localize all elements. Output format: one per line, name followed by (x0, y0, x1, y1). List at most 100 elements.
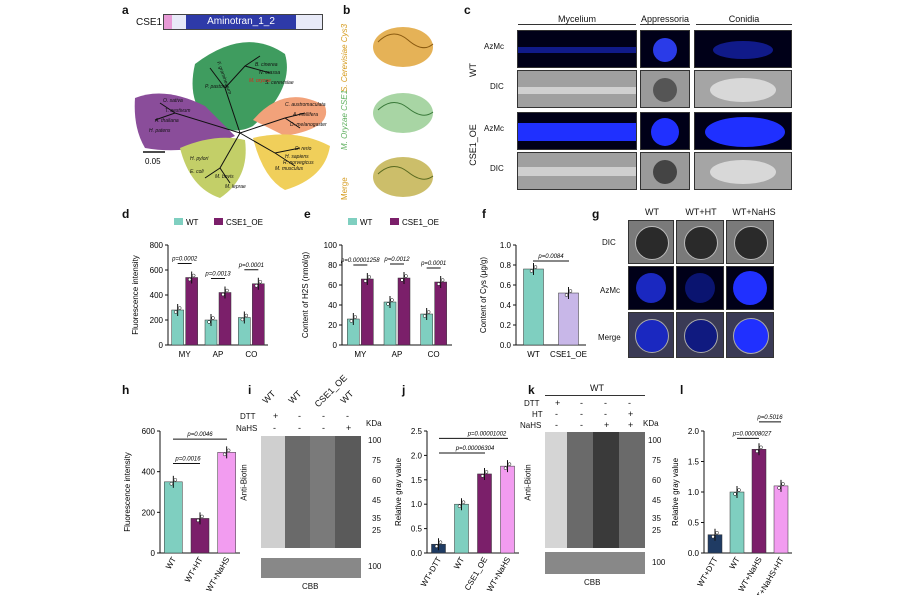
data-point (177, 306, 182, 310)
i-nahs-2: - (298, 423, 301, 433)
chart-e: 0 20 40 60 80 100 Content of H2S (nmol/g) MY AP C… (301, 218, 452, 359)
bacteria-clade (180, 137, 246, 198)
legend-swatch-oe (214, 218, 223, 225)
x-tick-label: AP (392, 350, 403, 359)
k-row-ht: HT (532, 410, 543, 419)
p-value: p=0.0016 (174, 457, 201, 463)
i-marker-6: 25 (372, 526, 381, 535)
data-point (564, 293, 569, 297)
k-ylabel: Anti-Biotin (523, 464, 533, 501)
panel-label-a: a (122, 3, 129, 17)
legend-oe: CSE1_OE (402, 218, 439, 227)
g-ht-merge (676, 312, 724, 358)
data-point (422, 314, 427, 318)
panel-label-d: d (122, 207, 130, 221)
x-tick-label: CO (245, 350, 257, 359)
data-point (200, 514, 204, 519)
data-point (711, 534, 715, 539)
y-tick-label: 400 (142, 468, 156, 477)
p-value: p=0.00008027 (732, 431, 772, 437)
micro-wt-azmc-mycelium (517, 30, 637, 68)
y-tick-label: 40 (328, 301, 337, 310)
g-ht-azmc (676, 266, 724, 310)
panel-label-l: l (680, 383, 684, 397)
svg-text:N. crassa: N. crassa (259, 70, 280, 76)
y-axis-label: Fluorescence intensity (123, 452, 132, 532)
i-row-dtt: DTT (240, 412, 256, 421)
k-dtt-2: - (580, 398, 583, 408)
i-marker-2: 75 (372, 456, 381, 465)
data-point (386, 302, 390, 306)
i-marker-1: 100 (368, 436, 382, 445)
data-point (169, 482, 174, 486)
y-tick-label: 0 (151, 549, 156, 558)
k-cbb-strip (545, 552, 645, 574)
chart-l: 0.0 0.5 1.0 1.5 2.0 Relative gray value WT+DTT… (671, 415, 792, 595)
data-point (737, 488, 741, 492)
y-tick-label: 0.8 (500, 261, 512, 270)
bar (729, 491, 745, 554)
k-header: WT (590, 383, 604, 393)
svg-text:T. aestivum: T. aestivum (165, 108, 190, 114)
panel-label-h: h (122, 383, 130, 397)
svg-text:C. austromaculata: C. austromaculata (285, 102, 326, 108)
y-tick-label: 1.5 (688, 458, 700, 467)
data-point (191, 273, 196, 278)
data-point (254, 284, 259, 288)
panel-label-f: f (482, 207, 486, 221)
data-point (258, 280, 263, 284)
k-cbb: CBB (584, 578, 601, 587)
g-wt-merge (628, 312, 674, 358)
x-tick-label: CSE1_OE (550, 350, 587, 359)
protein-label-merge: Merge (340, 177, 349, 200)
bar (185, 277, 198, 346)
p-value: p=0.00001258 (340, 258, 380, 264)
bar (164, 481, 183, 554)
x-tick-label: WT+NaHS (204, 556, 231, 594)
x-tick-label: CSE1_OE (463, 556, 489, 592)
g-wt-dic (628, 220, 674, 264)
y-tick-label: 60 (328, 281, 337, 290)
data-point (222, 452, 227, 457)
panel-label-j: j (402, 383, 406, 397)
i-row-nahs: NaHS (236, 424, 258, 433)
micro-wt-dic-conidia (694, 70, 792, 108)
signal-segment (164, 15, 172, 29)
k-dtt-1: + (555, 398, 561, 408)
k-kda: KDa (643, 419, 659, 428)
row-dic-2: DIC (490, 164, 504, 173)
group-wt: WT (468, 63, 478, 77)
i-dtt-4: - (346, 411, 349, 421)
micro-oe-azmc-conidia (694, 112, 792, 150)
svg-text:H. patens: H. patens (149, 128, 171, 134)
g-row-azmc: AzMc (600, 286, 620, 295)
col-conidia: Conidia (696, 14, 792, 25)
y-axis-label: Relative gray value (671, 457, 680, 526)
micro-oe-azmc-appressoria (640, 112, 690, 150)
bar (773, 485, 789, 554)
k-nahs-2: - (580, 420, 583, 430)
protein-structure-cys3 (373, 27, 434, 67)
data-point (225, 288, 229, 293)
data-point (568, 289, 573, 293)
panel-label-b: b (343, 3, 351, 17)
y-tick-label: 2.0 (688, 427, 700, 436)
panel-label-g: g (592, 207, 600, 221)
y-tick-label: 2.0 (411, 451, 423, 460)
y-tick-label: 0.5 (688, 519, 700, 528)
bacteria-species: H. pylori (190, 156, 209, 162)
x-tick-label: WT (527, 350, 540, 359)
data-point (777, 486, 781, 490)
svg-text:M. bovis: M. bovis (215, 174, 234, 180)
domain-label: Aminotran_1_2 (207, 16, 275, 27)
i-kda: KDa (366, 419, 382, 428)
g-col-nahs: WT+NaHS (732, 207, 776, 217)
data-point (533, 265, 538, 269)
domain-box (186, 15, 296, 29)
p-value: p=0.0001 (420, 261, 446, 267)
i-nahs-4: + (346, 423, 352, 433)
g-ht-dic (676, 220, 724, 264)
bar (217, 452, 236, 554)
y-axis-label: Fluorescence intensity (131, 255, 140, 335)
i-lane-4: WT (338, 388, 356, 406)
